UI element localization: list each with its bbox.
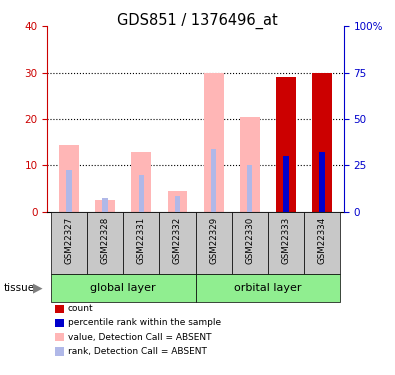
FancyBboxPatch shape bbox=[160, 212, 196, 274]
Bar bbox=[247, 165, 252, 212]
Bar bbox=[66, 170, 72, 212]
Bar bbox=[240, 117, 260, 212]
Bar bbox=[139, 175, 144, 212]
Text: tissue: tissue bbox=[4, 283, 35, 293]
Bar bbox=[204, 73, 224, 212]
Bar bbox=[319, 152, 325, 212]
Text: GSM22330: GSM22330 bbox=[245, 217, 254, 264]
FancyBboxPatch shape bbox=[51, 274, 196, 302]
Text: GSM22334: GSM22334 bbox=[318, 217, 327, 264]
FancyBboxPatch shape bbox=[87, 212, 123, 274]
FancyBboxPatch shape bbox=[123, 212, 160, 274]
Bar bbox=[132, 152, 151, 212]
Bar bbox=[95, 200, 115, 212]
Bar bbox=[167, 191, 187, 212]
Text: GSM22333: GSM22333 bbox=[281, 217, 290, 264]
Text: count: count bbox=[68, 304, 94, 313]
FancyBboxPatch shape bbox=[196, 274, 340, 302]
Text: rank, Detection Call = ABSENT: rank, Detection Call = ABSENT bbox=[68, 347, 207, 356]
Text: orbital layer: orbital layer bbox=[234, 283, 301, 293]
FancyBboxPatch shape bbox=[51, 212, 87, 274]
Bar bbox=[59, 145, 79, 212]
Text: ▶: ▶ bbox=[33, 281, 42, 294]
FancyBboxPatch shape bbox=[268, 212, 304, 274]
Text: GSM22332: GSM22332 bbox=[173, 217, 182, 264]
FancyBboxPatch shape bbox=[231, 212, 268, 274]
Text: GSM22329: GSM22329 bbox=[209, 217, 218, 264]
Text: percentile rank within the sample: percentile rank within the sample bbox=[68, 318, 221, 327]
Bar bbox=[102, 198, 108, 212]
Bar bbox=[175, 196, 180, 212]
Text: global layer: global layer bbox=[90, 283, 156, 293]
Text: GSM22327: GSM22327 bbox=[64, 217, 73, 264]
FancyBboxPatch shape bbox=[304, 212, 340, 274]
Bar bbox=[283, 156, 289, 212]
Text: GSM22328: GSM22328 bbox=[101, 217, 110, 264]
Bar bbox=[276, 77, 296, 212]
Bar bbox=[211, 149, 216, 212]
Text: GDS851 / 1376496_at: GDS851 / 1376496_at bbox=[117, 13, 278, 29]
Text: GSM22331: GSM22331 bbox=[137, 217, 146, 264]
Bar bbox=[312, 73, 332, 212]
FancyBboxPatch shape bbox=[196, 212, 231, 274]
Text: value, Detection Call = ABSENT: value, Detection Call = ABSENT bbox=[68, 333, 211, 342]
